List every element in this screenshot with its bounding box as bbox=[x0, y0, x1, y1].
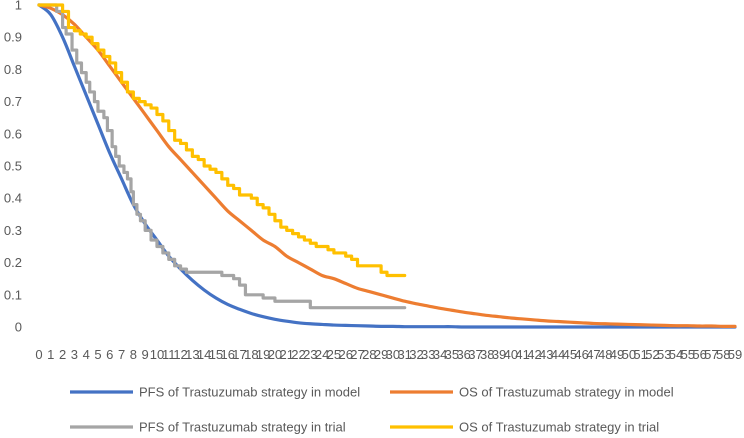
series-line-1 bbox=[37, 3, 737, 328]
y-tick-label: 0.2 bbox=[4, 255, 22, 270]
x-tick-label: 53 bbox=[657, 347, 671, 362]
y-tick-label: 1 bbox=[15, 0, 22, 13]
x-tick-label: 36 bbox=[456, 347, 470, 362]
x-tick-label: 49 bbox=[610, 347, 624, 362]
x-tick-label: 57 bbox=[704, 347, 718, 362]
x-tick-label: 37 bbox=[468, 347, 482, 362]
x-tick-label: 7 bbox=[118, 347, 125, 362]
x-tick-label: 26 bbox=[338, 347, 352, 362]
x-tick-label: 24 bbox=[315, 347, 329, 362]
x-tick-label: 38 bbox=[480, 347, 494, 362]
x-tick-label: 27 bbox=[350, 347, 364, 362]
x-tick-label: 16 bbox=[221, 347, 235, 362]
x-tick-label: 10 bbox=[150, 347, 164, 362]
x-tick-label: 2 bbox=[59, 347, 66, 362]
x-tick-label: 32 bbox=[409, 347, 423, 362]
x-tick-label: 52 bbox=[645, 347, 659, 362]
legend-label: OS of Trastuzumab strategy in trial bbox=[459, 420, 659, 435]
x-tick-label: 59 bbox=[728, 347, 742, 362]
x-tick-label: 45 bbox=[563, 347, 577, 362]
y-tick-label: 0.8 bbox=[4, 62, 22, 77]
legend-item: PFS of Trastuzumab strategy in trial bbox=[70, 420, 346, 435]
x-tick-label: 8 bbox=[130, 347, 137, 362]
x-tick-label: 11 bbox=[162, 347, 176, 362]
legend: PFS of Trastuzumab strategy in model OS o… bbox=[70, 385, 674, 435]
x-tick-label: 23 bbox=[303, 347, 317, 362]
x-tick-label: 20 bbox=[268, 347, 282, 362]
series-layer bbox=[37, 3, 737, 329]
series-line-2 bbox=[37, 3, 407, 310]
x-tick-label: 56 bbox=[692, 347, 706, 362]
x-tick-label: 4 bbox=[83, 347, 90, 362]
x-tick-label: 44 bbox=[551, 347, 565, 362]
x-tick-label: 55 bbox=[681, 347, 695, 362]
x-tick-label: 6 bbox=[106, 347, 113, 362]
x-tick-label: 50 bbox=[622, 347, 636, 362]
legend-label: PFS of Trastuzumab strategy in trial bbox=[139, 420, 346, 435]
x-tick-label: 21 bbox=[279, 347, 293, 362]
x-tick-label: 12 bbox=[173, 347, 187, 362]
x-tick-label: 14 bbox=[197, 347, 211, 362]
x-tick-label: 28 bbox=[362, 347, 376, 362]
legend-item: OS of Trastuzumab strategy in trial bbox=[390, 420, 659, 435]
y-tick-label: 0 bbox=[15, 320, 22, 335]
y-tick-label: 0.6 bbox=[4, 126, 22, 141]
x-tick-label: 46 bbox=[574, 347, 588, 362]
legend-item: OS of Trastuzumab strategy in model bbox=[390, 385, 674, 400]
x-tick-label: 22 bbox=[291, 347, 305, 362]
x-tick-label: 33 bbox=[421, 347, 435, 362]
legend-label: OS of Trastuzumab strategy in model bbox=[459, 385, 674, 400]
y-tick-label: 0.4 bbox=[4, 191, 22, 206]
series-line-0 bbox=[37, 3, 737, 329]
x-tick-label: 13 bbox=[185, 347, 199, 362]
x-tick-label: 15 bbox=[209, 347, 223, 362]
x-tick-label: 43 bbox=[539, 347, 553, 362]
x-tick-label: 58 bbox=[716, 347, 730, 362]
legend-item: PFS of Trastuzumab strategy in model bbox=[70, 385, 360, 400]
x-tick-label: 47 bbox=[586, 347, 600, 362]
x-tick-label: 51 bbox=[633, 347, 647, 362]
x-tick-label: 39 bbox=[492, 347, 506, 362]
y-tick-label: 0.5 bbox=[4, 159, 22, 174]
x-tick-label: 0 bbox=[35, 347, 42, 362]
legend-label: PFS of Trastuzumab strategy in model bbox=[139, 385, 360, 400]
y-tick-label: 0.1 bbox=[4, 287, 22, 302]
x-tick-label: 29 bbox=[374, 347, 388, 362]
x-tick-label: 54 bbox=[669, 347, 683, 362]
x-tick-label: 35 bbox=[445, 347, 459, 362]
y-tick-label: 0.9 bbox=[4, 30, 22, 45]
y-tick-label: 0.3 bbox=[4, 223, 22, 238]
x-tick-label: 41 bbox=[515, 347, 529, 362]
x-tick-label: 31 bbox=[397, 347, 411, 362]
x-tick-label: 19 bbox=[256, 347, 270, 362]
x-tick-label: 30 bbox=[386, 347, 400, 362]
x-tick-label: 1 bbox=[47, 347, 54, 362]
x-tick-label: 17 bbox=[232, 347, 246, 362]
chart-axes: 00.10.20.30.40.50.60.70.80.910 1 2 3 4 5 6 7 8 9 1… bbox=[4, 0, 742, 362]
x-tick-label: 3 bbox=[71, 347, 78, 362]
x-tick-label: 42 bbox=[527, 347, 541, 362]
series-line-3 bbox=[37, 3, 407, 278]
y-tick-label: 0.7 bbox=[4, 94, 22, 109]
x-tick-label: 9 bbox=[142, 347, 149, 362]
x-tick-label: 25 bbox=[327, 347, 341, 362]
x-tick-label: 18 bbox=[244, 347, 258, 362]
x-tick-label: 5 bbox=[94, 347, 101, 362]
x-tick-label: 40 bbox=[504, 347, 518, 362]
x-tick-label: 48 bbox=[598, 347, 612, 362]
x-tick-label: 34 bbox=[433, 347, 447, 362]
